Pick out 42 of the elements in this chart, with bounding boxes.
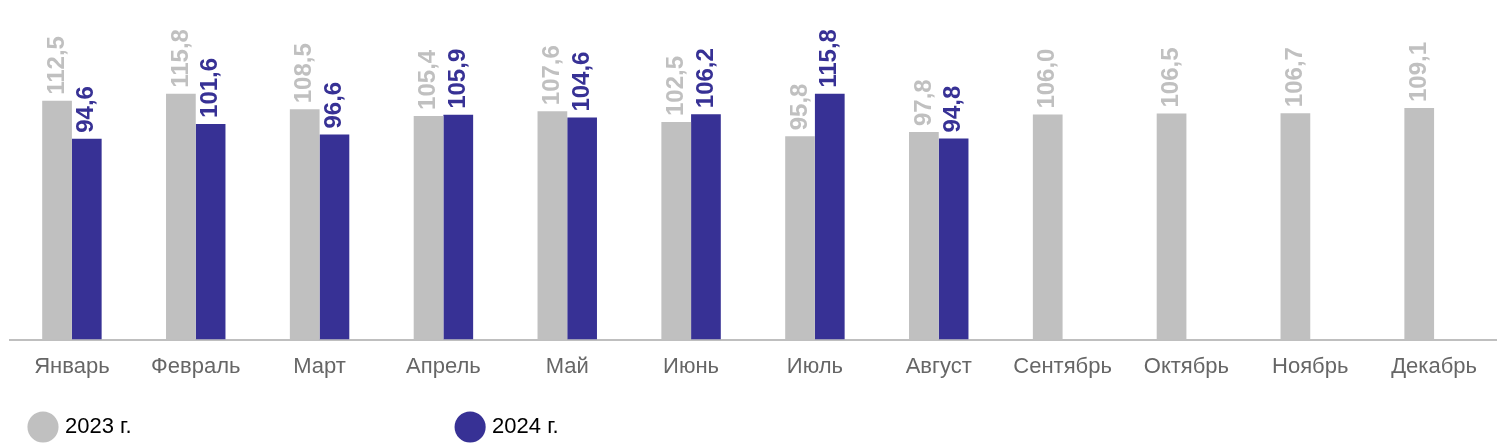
bar — [938, 138, 969, 340]
data-label: 96,6 — [319, 81, 347, 129]
x-tick-label: Октябрь — [1143, 352, 1230, 378]
data-label: 105,4 — [413, 49, 441, 110]
x-tick-label: Февраль — [151, 352, 241, 378]
data-label: 115,8 — [165, 29, 193, 88]
x-tick-label: Июль — [786, 352, 843, 378]
data-label: 107,6 — [537, 45, 565, 106]
data-label: 102,5 — [660, 55, 688, 117]
data-label: 106,7 — [1280, 47, 1308, 108]
data-label: 94,8 — [938, 85, 966, 133]
data-label: 112,5 — [41, 36, 69, 95]
data-label: 104,6 — [566, 51, 594, 112]
x-tick-label: Май — [545, 352, 589, 378]
data-label: 106,5 — [1156, 47, 1184, 108]
x-tick-label: Ноябрь — [1272, 352, 1349, 378]
data-label: 95,8 — [784, 83, 812, 131]
data-label: 108,5 — [289, 43, 317, 104]
data-label: 101,6 — [195, 57, 223, 118]
x-tick-label: Апрель — [406, 352, 481, 378]
legend-label: 2024 г. — [492, 413, 865, 439]
x-tick-label: Январь — [34, 352, 110, 378]
bar — [567, 117, 597, 340]
bar — [443, 114, 474, 340]
data-label: 109,1 — [1403, 41, 1431, 103]
bar — [71, 138, 102, 340]
data-label: 105,9 — [442, 48, 470, 109]
bar — [319, 134, 350, 340]
data-label: 94,6 — [71, 86, 99, 133]
x-tick-label: Июнь — [663, 352, 720, 378]
legend-label: 2023 г. — [65, 413, 438, 439]
data-label: 106,0 — [1032, 48, 1060, 109]
bar — [691, 114, 721, 340]
data-label: 106,2 — [690, 48, 718, 109]
data-label: 97,8 — [908, 79, 936, 127]
x-tick-label: Сентябрь — [1013, 352, 1112, 378]
x-tick-label: Март — [293, 352, 346, 378]
bar — [195, 123, 226, 340]
bar — [814, 93, 845, 340]
x-tick-label: Декабрь — [1391, 352, 1477, 378]
x-tick-label: Август — [905, 352, 972, 378]
data-label: 115,8 — [814, 29, 842, 88]
